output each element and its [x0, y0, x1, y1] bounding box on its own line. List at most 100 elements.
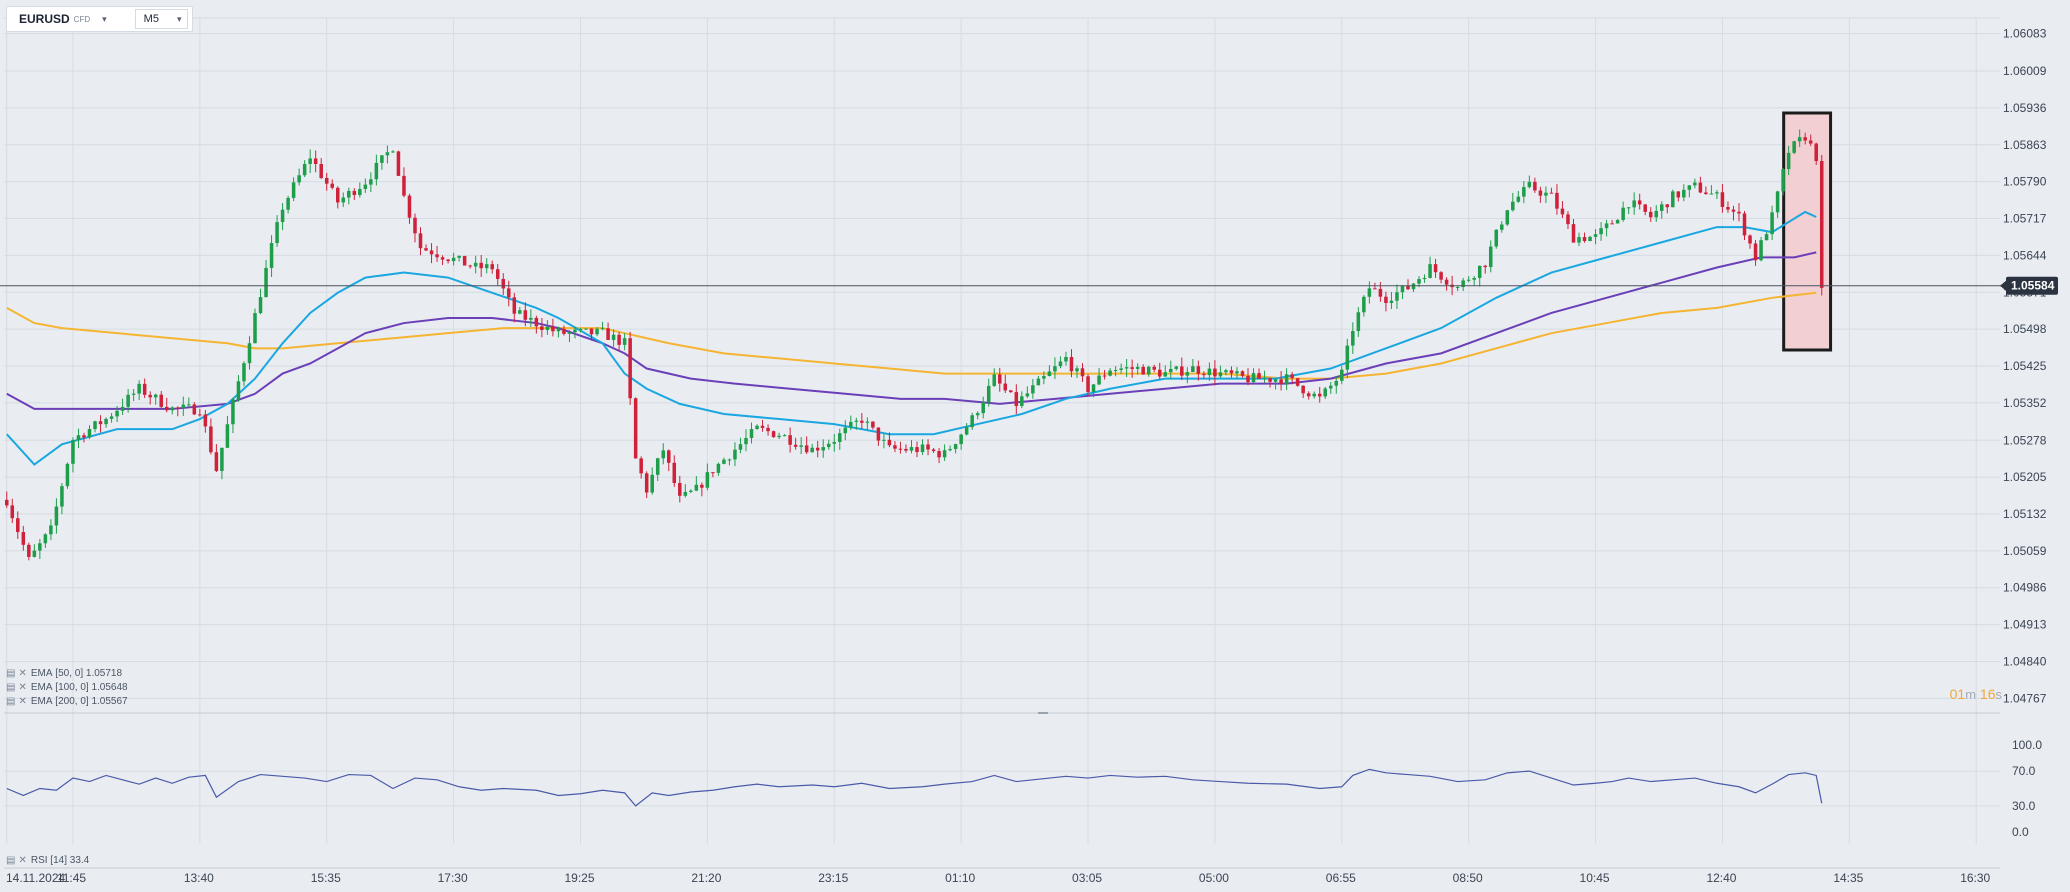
candle-body [1251, 373, 1256, 383]
remove-icon[interactable]: ✕ [18, 854, 27, 866]
candle-body [1466, 279, 1471, 281]
time-tick-label: 14:35 [1833, 871, 1863, 885]
rsi-path [6, 768, 1823, 807]
candle-body [744, 437, 748, 445]
time-tick-label: 10:45 [1580, 871, 1610, 885]
price-tick-label: 1.04913 [2003, 618, 2047, 632]
remove-icon[interactable]: ✕ [18, 695, 27, 707]
indicator-params: [14] [50, 854, 67, 866]
candle-body [413, 217, 417, 234]
candle-body [882, 439, 886, 441]
symbol-dropdown-icon[interactable]: ▾ [102, 13, 107, 24]
candle-body [1257, 373, 1261, 379]
candle-body [904, 448, 908, 451]
candle-body [1025, 393, 1030, 397]
candle-body [683, 491, 688, 496]
candle-body [678, 483, 682, 496]
candle-body [335, 187, 340, 203]
countdown-sec-unit: s [1995, 687, 2003, 702]
price-tick-label: 1.05936 [2003, 101, 2047, 115]
candle-body [126, 394, 130, 407]
price-axis: 1.06083 1.06009 1.05936 1.05863 1.05790 1.057… [2003, 27, 2047, 706]
candle-body [766, 427, 770, 432]
indicator-legend-ema100: ▤ ✕ EMA [100, 0] 1.05648 [6, 680, 128, 694]
candle-body [937, 451, 941, 458]
remove-icon[interactable]: ✕ [18, 681, 27, 693]
candle-body [1428, 264, 1432, 278]
candle-body [628, 338, 632, 399]
time-tick-label: 01:10 [945, 871, 975, 885]
time-tick-label: 14.11.2024 [6, 871, 65, 885]
candle-body [1317, 393, 1322, 397]
candle-body [672, 462, 677, 484]
candle-body [644, 473, 649, 493]
indicator-params: [100, 0] [55, 681, 89, 693]
price-tick-label: 1.05205 [2003, 470, 2047, 484]
candle-body [380, 155, 384, 163]
candle-body [1814, 143, 1818, 161]
candle-body [1235, 371, 1239, 374]
indicator-label: RSI [30, 854, 48, 866]
candle-body [484, 264, 489, 269]
candle-body [1246, 375, 1250, 383]
candle-body [898, 448, 903, 450]
candle-body [915, 447, 919, 453]
candle-body [931, 449, 936, 452]
candle-body [65, 463, 70, 487]
candle-body [451, 257, 456, 262]
candle-body [1295, 378, 1300, 386]
candle-body [242, 363, 246, 382]
candle-body [871, 421, 875, 428]
candle-body [369, 179, 373, 185]
indicator-label: EMA [30, 695, 53, 707]
candle-body [633, 398, 638, 459]
candle-body [187, 404, 191, 406]
candle-body [1395, 292, 1399, 301]
candle-body [291, 182, 296, 198]
candle-body [793, 444, 798, 447]
settings-icon[interactable]: ▤ [6, 854, 16, 866]
candle-body [1582, 237, 1587, 242]
candle-body [815, 447, 820, 451]
candle-body [1097, 375, 1101, 385]
candle-body [115, 410, 119, 417]
candle-body [1031, 385, 1035, 394]
candle-body [1549, 192, 1554, 194]
settings-icon[interactable]: ▤ [6, 695, 16, 707]
price-tick-label: 1.04767 [2003, 691, 2047, 705]
remove-icon[interactable]: ✕ [18, 667, 27, 679]
settings-icon[interactable]: ▤ [6, 667, 16, 679]
price-tick-label: 1.05790 [2003, 175, 2047, 189]
candle-body [1334, 380, 1339, 386]
candle-body [556, 329, 561, 332]
candle-body [1687, 185, 1692, 190]
candle-body [236, 381, 241, 400]
candle-body [595, 328, 599, 335]
candle-body [374, 162, 379, 180]
candle-body [942, 450, 947, 458]
instrument-type: CFD [73, 14, 91, 24]
candle-body [1224, 370, 1228, 373]
timeframe-dropdown-icon[interactable]: ▾ [176, 13, 182, 24]
candle-body [1406, 285, 1410, 290]
candle-body [893, 445, 897, 449]
candle-body [1036, 378, 1041, 386]
timeframe-select[interactable]: M5 ▾ [134, 9, 189, 29]
candle-body [1621, 207, 1625, 220]
candle-body [810, 447, 814, 453]
candle-body [32, 550, 37, 557]
ema-200-path [6, 291, 1817, 380]
candle-body [1544, 192, 1548, 196]
candle-body [1731, 209, 1736, 212]
candle-body [1345, 345, 1350, 370]
candle-body [407, 195, 412, 218]
candle-body [247, 343, 252, 364]
rsi-pane: 100.0 70.0 30.0 0.0 [4, 738, 2042, 839]
symbol-name[interactable]: EURUSD [19, 12, 70, 26]
indicator-params: [200, 0] [55, 695, 89, 707]
candle-body [137, 383, 141, 394]
candle-body [512, 297, 517, 314]
settings-icon[interactable]: ▤ [6, 681, 16, 693]
candle-body [711, 472, 715, 474]
